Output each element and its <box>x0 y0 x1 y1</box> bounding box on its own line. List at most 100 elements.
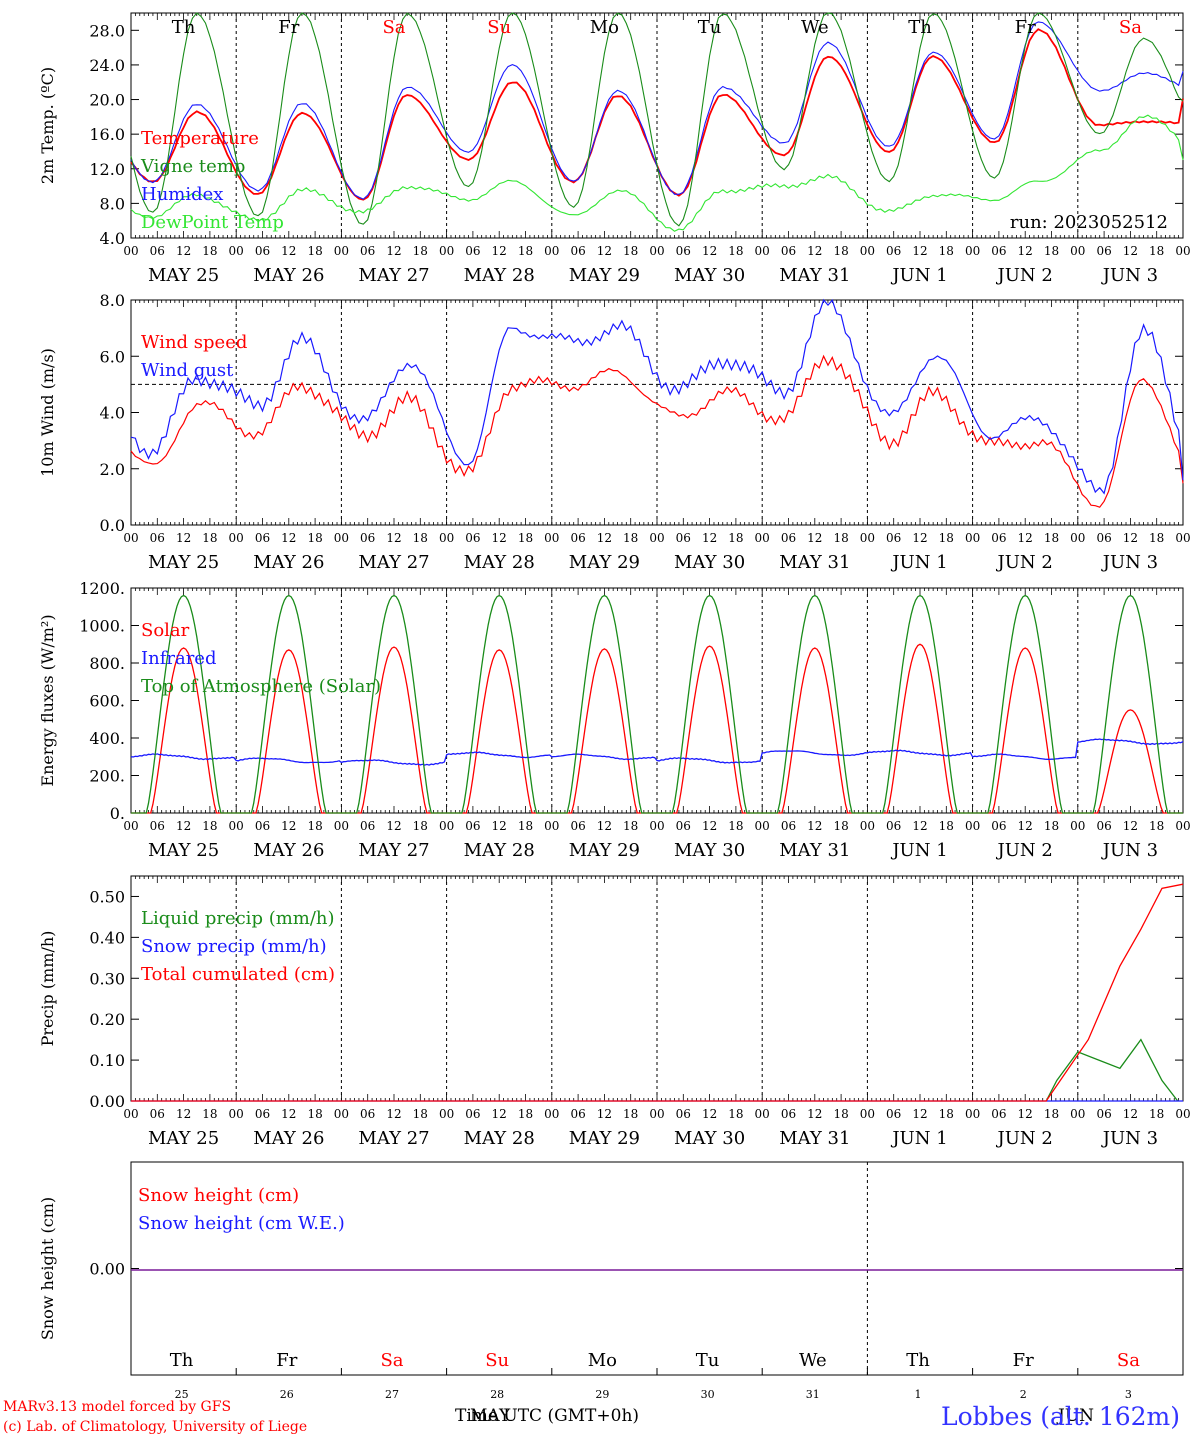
hour-label: 12 <box>1123 244 1138 258</box>
hour-label: 06 <box>360 531 375 545</box>
hour-label: 06 <box>360 819 375 833</box>
hour-label: 06 <box>150 244 165 258</box>
hour-label: 06 <box>991 819 1006 833</box>
weekday-label: Th <box>908 17 932 38</box>
y-tick-label: 800. <box>89 654 125 673</box>
date-label: MAY 31 <box>779 840 850 861</box>
date-label: MAY 29 <box>569 552 640 573</box>
hour-label: 18 <box>728 1107 743 1121</box>
hour-label: 00 <box>544 1107 559 1121</box>
y-tick-label: 0.50 <box>89 887 125 906</box>
hour-label: 18 <box>202 531 217 545</box>
hour-label: 00 <box>229 531 244 545</box>
hour-label: 12 <box>807 1107 822 1121</box>
weekday-label: We <box>799 1350 827 1371</box>
weekday-label: Th <box>170 1350 194 1371</box>
hour-label: 06 <box>991 244 1006 258</box>
date-label: MAY 30 <box>674 1128 745 1149</box>
legend-entry: Top of Atmosphere (Solar) <box>141 676 381 697</box>
hour-label: 12 <box>1123 819 1138 833</box>
hour-label: 18 <box>413 819 428 833</box>
hour-label: 12 <box>492 531 507 545</box>
panel-precip <box>130 875 1184 1102</box>
hour-label: 06 <box>1096 819 1111 833</box>
hour-label: 06 <box>886 531 901 545</box>
y-tick-label: 0. <box>110 804 125 823</box>
y-axis-label: 2m Temp. (ºC) <box>38 67 57 184</box>
hour-label: 12 <box>1018 531 1033 545</box>
hour-label: 00 <box>439 819 454 833</box>
date-label: MAY 27 <box>358 265 429 286</box>
date-label: JUN 3 <box>1101 552 1158 573</box>
weekday-label: Fr <box>278 17 299 38</box>
hour-label: 18 <box>202 1107 217 1121</box>
weekday-label: Sa <box>1117 1350 1140 1371</box>
y-tick-label: 0.00 <box>89 1092 125 1111</box>
series-infrared <box>130 738 1184 766</box>
date-label: MAY 25 <box>148 552 219 573</box>
y-tick-label: 2.0 <box>100 460 125 479</box>
month-overlay-jun: JUN <box>1058 1406 1095 1426</box>
y-axis-label: Precip (mm/h) <box>38 931 57 1047</box>
hour-label: 06 <box>1096 244 1111 258</box>
day-number-label: 26 <box>280 1388 294 1401</box>
date-label: MAY 31 <box>779 265 850 286</box>
y-tick-label: 200. <box>89 767 125 786</box>
hour-label: 00 <box>544 244 559 258</box>
y-tick-label: 600. <box>89 692 125 711</box>
day-number-label: 25 <box>175 1388 189 1401</box>
hour-label: 00 <box>1175 819 1190 833</box>
hour-label: 00 <box>860 1107 875 1121</box>
hour-label: 00 <box>649 244 664 258</box>
hour-label: 06 <box>465 244 480 258</box>
hour-label: 12 <box>807 244 822 258</box>
weekday-label: Su <box>485 1350 509 1371</box>
hour-label: 12 <box>912 1107 927 1121</box>
hour-label: 18 <box>623 819 638 833</box>
series-liquid-precip-mm-h- <box>1045 1038 1179 1102</box>
hour-label: 06 <box>676 244 691 258</box>
hour-label: 18 <box>939 531 954 545</box>
hour-label: 00 <box>123 819 138 833</box>
hour-label: 06 <box>781 244 796 258</box>
hour-label: 00 <box>1175 531 1190 545</box>
hour-label: 06 <box>465 819 480 833</box>
date-label: JUN 1 <box>890 840 947 861</box>
y-tick-label: 12.0 <box>89 160 125 179</box>
hour-label: 06 <box>886 1107 901 1121</box>
hour-label: 00 <box>544 819 559 833</box>
date-label: JUN 3 <box>1101 1128 1158 1149</box>
hour-label: 12 <box>281 244 296 258</box>
date-label: MAY 26 <box>253 552 324 573</box>
legend-entry: Wind speed <box>141 332 247 353</box>
y-axis-label: Energy fluxes (W/m²) <box>38 614 57 786</box>
hour-label: 18 <box>307 1107 322 1121</box>
hour-label: 00 <box>649 819 664 833</box>
date-label: JUN 1 <box>890 1128 947 1149</box>
hour-label: 12 <box>912 819 927 833</box>
hour-label: 18 <box>728 531 743 545</box>
day-number-label: 27 <box>385 1388 399 1401</box>
hour-label: 12 <box>1123 531 1138 545</box>
weekday-label: Tu <box>698 17 722 38</box>
date-label: JUN 2 <box>996 840 1053 861</box>
hour-label: 18 <box>413 244 428 258</box>
y-tick-label: 0.00 <box>89 1260 125 1279</box>
hour-label: 12 <box>1018 819 1033 833</box>
date-label: MAY 28 <box>464 840 535 861</box>
hour-label: 18 <box>623 531 638 545</box>
date-label: MAY 27 <box>358 1128 429 1149</box>
hour-label: 00 <box>334 1107 349 1121</box>
weekday-label: We <box>801 17 829 38</box>
y-tick-label: 16.0 <box>89 125 125 144</box>
hour-label: 00 <box>1175 1107 1190 1121</box>
date-label: JUN 2 <box>996 265 1053 286</box>
month-overlay-may: MAY <box>470 1406 511 1426</box>
hour-label: 12 <box>912 244 927 258</box>
hour-label: 06 <box>1096 1107 1111 1121</box>
date-label: MAY 28 <box>464 552 535 573</box>
hour-label: 00 <box>439 244 454 258</box>
hour-label: 06 <box>255 819 270 833</box>
hour-label: 18 <box>1044 244 1059 258</box>
hour-label: 18 <box>939 819 954 833</box>
